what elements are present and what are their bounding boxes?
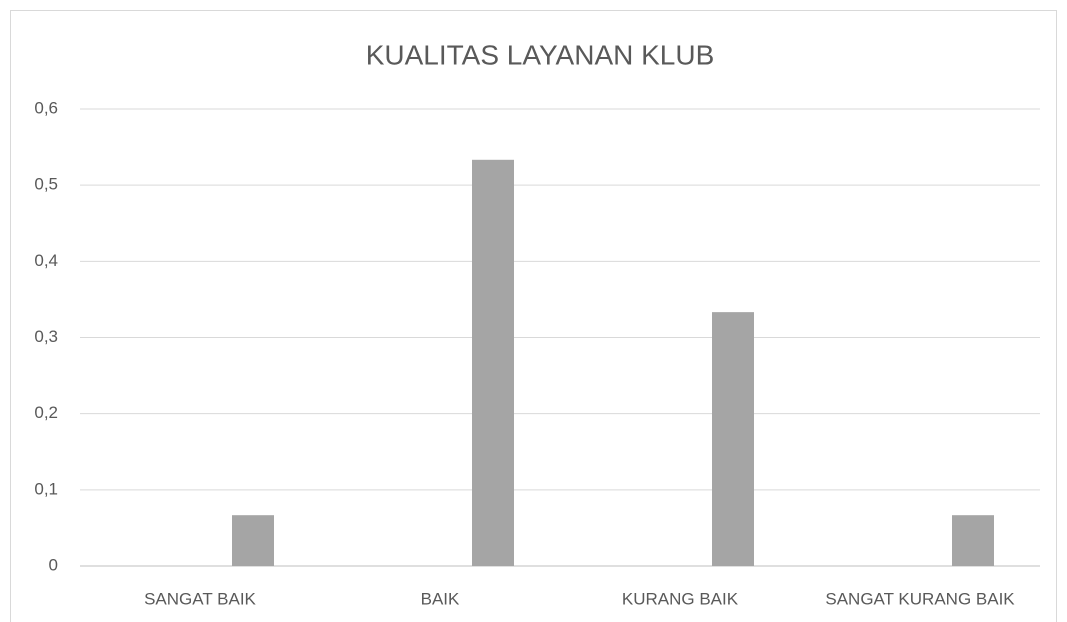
bar	[712, 312, 754, 566]
y-tick-label: 0,5	[34, 175, 58, 194]
chart-frame	[10, 10, 1057, 622]
x-tick-label: SANGAT BAIK	[144, 589, 256, 608]
x-tick-label: BAIK	[421, 589, 460, 608]
y-tick-label: 0,4	[34, 251, 58, 270]
y-tick-label: 0,6	[34, 98, 58, 117]
x-tick-label: SANGAT KURANG BAIK	[825, 589, 1015, 608]
y-tick-label: 0	[49, 555, 58, 574]
x-tick-label: KURANG BAIK	[622, 589, 739, 608]
bar	[472, 159, 514, 566]
bar	[232, 515, 274, 566]
y-tick-label: 0,1	[34, 479, 58, 498]
y-tick-label: 0,2	[34, 403, 58, 422]
y-tick-label: 0,3	[34, 327, 58, 346]
bar	[952, 515, 994, 566]
chart-title: KUALITAS LAYANAN KLUB	[366, 39, 715, 70]
